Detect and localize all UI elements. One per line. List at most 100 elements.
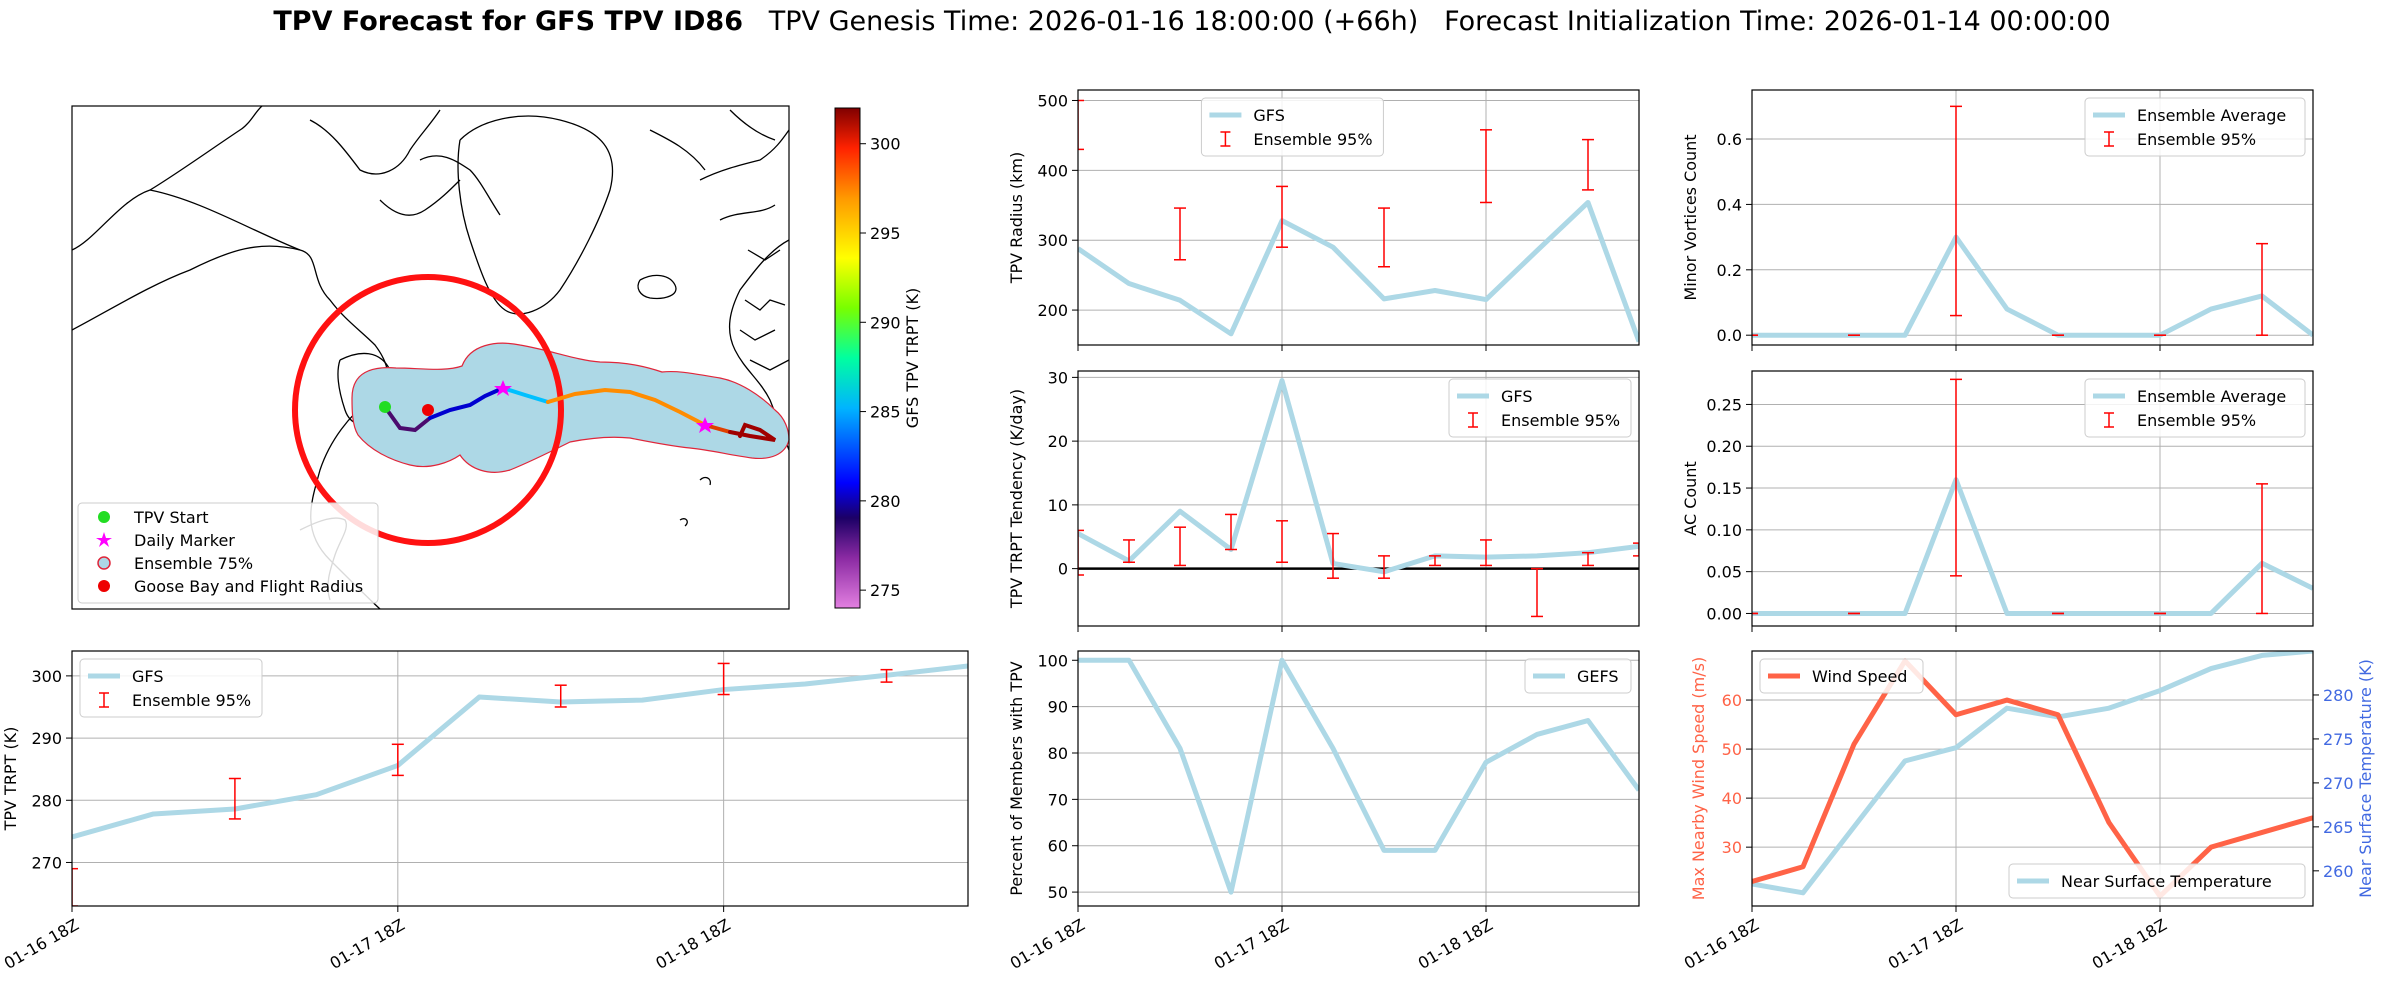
panel-trpt: 270 280 290 300 01-16 18Z 01-17 18Z 01-18 18Z T… (1, 650, 969, 973)
track-segment-4 (546, 387, 707, 427)
tendency-ytick-label-0: 0 (1058, 560, 1068, 579)
tendency-legend-legend: GFS Ensemble 95% (1448, 378, 1632, 438)
trpt-line (72, 663, 968, 840)
trpt-ytick-label-3: 300 (31, 667, 62, 686)
flight-radius-circle (292, 274, 564, 546)
wind-ytick2-label-2: 270 (2323, 774, 2354, 793)
wind-ytick2-label-3: 275 (2323, 730, 2354, 749)
map-legend-label-2: Ensemble 75% (134, 554, 253, 573)
members-ytick-label-4: 90 (1048, 698, 1068, 717)
members-legend-box (1524, 658, 1632, 694)
trpt-legend-label-0: GFS (132, 667, 163, 686)
radius-frame (1077, 89, 1640, 346)
ac-ytick-label-0: 0.00 (1706, 604, 1742, 623)
coastline-alaska (72, 106, 263, 251)
track-segment-1 (383, 405, 432, 433)
wind-series-group (1752, 651, 2313, 899)
tendency-frame (1077, 370, 1640, 627)
tendency-ylabel: TPV TRPT Tendency (K/day) (1007, 389, 1026, 609)
trpt-xtick-label-0: 01-16 18Z (1, 915, 82, 973)
ac-legend-box (2084, 378, 2306, 438)
trpt-ytick-label-0: 270 (31, 853, 62, 872)
radius-legend-label-0: GFS (1253, 106, 1284, 125)
members-legend-label-0: GEFS (1577, 667, 1619, 686)
colorbar-tick-label-1: 280 (870, 492, 901, 511)
wind-ytick-label-1: 40 (1722, 789, 1742, 808)
members-series-group (1078, 657, 1639, 895)
tendency-ytick-label-1: 10 (1048, 496, 1068, 515)
map-legend-label-3: Goose Bay and Flight Radius (134, 577, 363, 596)
wind-legend-label-0: Near Surface Temperature (2061, 872, 2272, 891)
radius-ytick-label-0: 200 (1037, 301, 1068, 320)
colorbar-label: GFS TPV TRPT (K) (903, 288, 922, 428)
wind-xtick-label-0: 01-16 18Z (1681, 915, 1762, 973)
minor-legend-legend: Ensemble Average Ensemble 95% (2084, 97, 2306, 157)
wind-xtick-label-2: 01-18 18Z (2089, 915, 2170, 973)
radius-ytick-label-1: 300 (1037, 231, 1068, 250)
trpt-frame (71, 650, 969, 907)
members-line (1078, 657, 1639, 895)
tendency-legend-box (1448, 378, 1632, 438)
wind-ylabel2: Near Surface Temperature (K) (2356, 659, 2375, 898)
legend-tpv-start-icon (98, 511, 110, 523)
panel-wind: 260 265 270 275 280 Near Surface Temperature … (1681, 650, 2375, 973)
figure-title-bold: TPV Forecast for GFS TPV ID86 (273, 6, 743, 37)
ac-ytick-label-2: 0.10 (1706, 521, 1742, 540)
arctic-islands (309, 109, 501, 216)
members-ytick-label-0: 50 (1048, 883, 1068, 902)
ac-ytick-label-1: 0.05 (1706, 563, 1742, 582)
minor-ytick-label-0: 0.0 (1717, 326, 1742, 345)
wind-ytick2-label-0: 260 (2323, 862, 2354, 881)
legend-goose-bay-icon (98, 580, 110, 592)
legend-daily-marker-icon (96, 532, 112, 547)
map-legend: TPV Start Daily Marker Ensemble 75% Goos… (77, 502, 379, 604)
ac-legend-label-0: Ensemble Average (2137, 387, 2286, 406)
iceland (637, 274, 677, 300)
tendency-ytick-label-3: 30 (1048, 368, 1068, 387)
minor-series-group (1752, 105, 2313, 338)
map-legend-label-0: TPV Start (133, 508, 209, 527)
minor-frame (1751, 89, 2314, 346)
minor-legend-box (2084, 97, 2306, 157)
atlantic-islands (679, 476, 711, 527)
wind-ytick-label-2: 50 (1722, 740, 1742, 759)
ac-ylabel: AC Count (1681, 461, 1700, 535)
wind-legend-box (2008, 863, 2306, 899)
trpt-ytick-label-2: 290 (31, 729, 62, 748)
members-ytick-label-1: 60 (1048, 837, 1068, 856)
radius-legend-label-1: Ensemble 95% (1253, 130, 1372, 149)
tpv-start-marker (379, 401, 391, 413)
wind-xtick-label-1: 01-17 18Z (1885, 915, 1966, 973)
ac-ytick-label-4: 0.20 (1706, 437, 1742, 456)
tendency-legend-label-1: Ensemble 95% (1501, 411, 1620, 430)
radius-legend-legend: GFS Ensemble 95% (1200, 97, 1384, 157)
daily-marker-2 (696, 417, 714, 433)
ac-ytick-label-3: 0.15 (1706, 479, 1742, 498)
wind-wind-line (1752, 658, 2313, 899)
colorbar: 275 280 285 290 295 300 GFS TPV TRPT (K) (834, 107, 922, 609)
trpt-legend-box (79, 658, 263, 718)
europe-coast (649, 109, 789, 451)
members-xtick-label-1: 01-17 18Z (1211, 915, 1292, 973)
trpt-xtick-label-1: 01-17 18Z (327, 915, 408, 973)
radius-legend-box (1200, 97, 1384, 157)
trpt-legend-label-1: Ensemble 95% (132, 691, 251, 710)
colorbar-tick-label-2: 285 (870, 403, 901, 422)
minor-line (1752, 234, 2313, 338)
members-xtick-label-2: 01-18 18Z (1415, 915, 1496, 973)
radius-ytick-label-2: 400 (1037, 161, 1068, 180)
panel-tendency: 0 10 20 30 TPV TRPT Tendency (K/day) GFS Ensem… (1007, 368, 1640, 632)
radius-ylabel: TPV Radius (km) (1007, 152, 1026, 285)
tendency-legend-label-0: GFS (1501, 387, 1532, 406)
panel-members: 50 60 70 80 90 100 01-16 18Z 01-17 18Z 01-18 18Z… (1007, 650, 1640, 973)
map-legend-label-1: Daily Marker (134, 531, 235, 550)
wind-legend-box (1759, 658, 1924, 694)
trpt-legend-legend: GFS Ensemble 95% (79, 658, 263, 718)
panel-minor: 0.0 0.2 0.4 0.6 Minor Vortices Count Ensemble… (1681, 89, 2314, 351)
wind-legend-legend2: Near Surface Temperature (2008, 863, 2306, 899)
minor-ylabel: Minor Vortices Count (1681, 134, 1700, 300)
border-line (149, 189, 301, 251)
radius-series-group (1078, 99, 1639, 343)
tendency-ytick-label-2: 20 (1048, 432, 1068, 451)
wind-ytick-label-0: 30 (1722, 838, 1742, 857)
